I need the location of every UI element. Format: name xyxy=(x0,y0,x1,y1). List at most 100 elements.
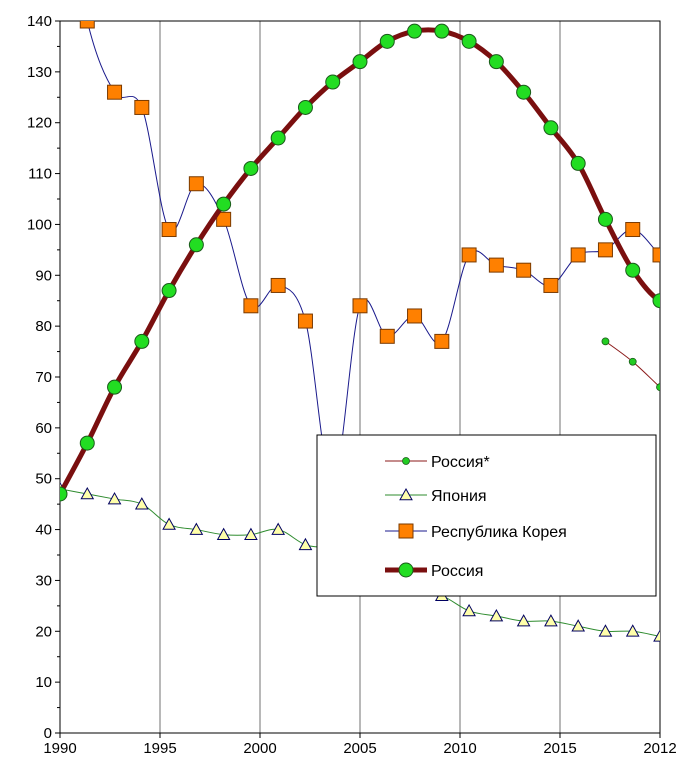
data-point xyxy=(162,517,176,530)
series-0 xyxy=(601,337,660,392)
legend-label: Россия xyxy=(431,563,483,580)
y-tick-label: 140 xyxy=(27,13,52,30)
legend-marker xyxy=(402,457,410,465)
data-point xyxy=(297,99,313,115)
x-tick-label: 2005 xyxy=(343,740,376,757)
x-tick-label: 2015 xyxy=(543,740,576,757)
data-point xyxy=(570,155,586,171)
data-point xyxy=(516,614,531,627)
y-tick-label: 60 xyxy=(35,420,52,437)
data-point xyxy=(462,603,476,617)
data-point xyxy=(107,379,123,395)
x-tick-label: 2000 xyxy=(243,740,276,757)
data-point xyxy=(189,522,204,535)
x-tick-label: 1995 xyxy=(143,740,176,757)
data-point xyxy=(352,54,368,70)
data-point xyxy=(571,619,586,632)
x-tick-label: 2010 xyxy=(443,740,476,757)
data-point xyxy=(516,84,532,100)
series-line xyxy=(86,21,660,485)
data-point xyxy=(488,54,504,70)
data-point xyxy=(216,527,231,540)
legend-marker xyxy=(398,562,414,578)
data-point xyxy=(543,120,559,136)
data-point xyxy=(134,99,150,115)
y-tick-label: 10 xyxy=(35,674,52,691)
data-point xyxy=(243,298,259,314)
y-tick-label: 70 xyxy=(35,369,52,386)
y-tick-label: 50 xyxy=(35,471,52,488)
data-point xyxy=(681,635,688,646)
series-2 xyxy=(79,21,688,492)
data-point xyxy=(628,357,637,366)
data-point xyxy=(271,522,286,535)
data-point xyxy=(407,23,423,39)
legend: Россия* Япония Республика Корея Россия xyxy=(316,434,657,597)
data-point xyxy=(652,293,660,309)
data-point xyxy=(244,527,258,540)
data-point xyxy=(379,328,395,344)
data-point xyxy=(161,283,177,299)
data-point xyxy=(434,23,450,39)
series-group xyxy=(60,21,688,646)
data-point xyxy=(461,247,477,263)
y-tick-label: 0 xyxy=(44,725,52,742)
data-point xyxy=(379,33,395,49)
data-point xyxy=(80,486,95,500)
legend-label: Япония xyxy=(431,488,487,505)
data-point xyxy=(270,277,286,293)
y-tick-label: 100 xyxy=(27,216,52,233)
data-point xyxy=(680,294,688,308)
data-point xyxy=(656,383,660,392)
data-point xyxy=(625,624,640,637)
y-tick-label: 110 xyxy=(28,166,52,183)
series-line xyxy=(605,340,660,388)
data-point xyxy=(216,196,232,212)
data-point xyxy=(60,486,68,502)
grid-lines xyxy=(159,21,561,733)
data-point xyxy=(601,337,610,346)
data-point xyxy=(652,247,660,263)
legend-marker xyxy=(398,523,414,539)
data-point xyxy=(352,298,368,314)
data-point xyxy=(134,497,149,510)
data-point xyxy=(107,84,123,100)
y-tick-label: 80 xyxy=(35,318,52,335)
y-tick-label: 120 xyxy=(27,115,52,132)
data-point xyxy=(216,211,232,227)
series-3 xyxy=(60,23,688,502)
legend-label: Россия* xyxy=(431,454,490,471)
data-point xyxy=(543,277,559,293)
y-tick-label: 40 xyxy=(35,522,52,539)
y-tick-label: 90 xyxy=(35,267,52,284)
data-point xyxy=(161,222,177,238)
data-point xyxy=(488,257,504,273)
data-point xyxy=(79,21,95,29)
data-point xyxy=(516,262,532,278)
data-point xyxy=(270,130,286,146)
data-point xyxy=(598,624,613,637)
data-point xyxy=(407,308,423,324)
data-point xyxy=(625,222,641,238)
data-point xyxy=(107,492,122,505)
y-tick-label: 30 xyxy=(35,572,52,589)
legend-label: Республика Корея xyxy=(431,524,567,541)
y-tick-label: 130 xyxy=(27,64,52,81)
data-point xyxy=(79,435,95,451)
data-point xyxy=(570,247,586,263)
data-point xyxy=(597,211,613,227)
data-point xyxy=(325,74,341,90)
x-tick-label: 2012 xyxy=(643,740,676,757)
data-point xyxy=(188,176,204,192)
data-point xyxy=(489,608,504,622)
data-point xyxy=(597,242,613,258)
data-point xyxy=(134,333,150,349)
y-axis: 0 10 20 30 40 50 60 70 80 90 100 110 120 130 140 xyxy=(27,13,60,742)
data-point xyxy=(625,262,641,278)
data-point xyxy=(544,614,558,627)
data-point xyxy=(188,237,204,253)
x-tick-label: 1990 xyxy=(43,740,76,757)
data-point xyxy=(680,273,688,287)
y-tick-label: 20 xyxy=(35,623,52,640)
